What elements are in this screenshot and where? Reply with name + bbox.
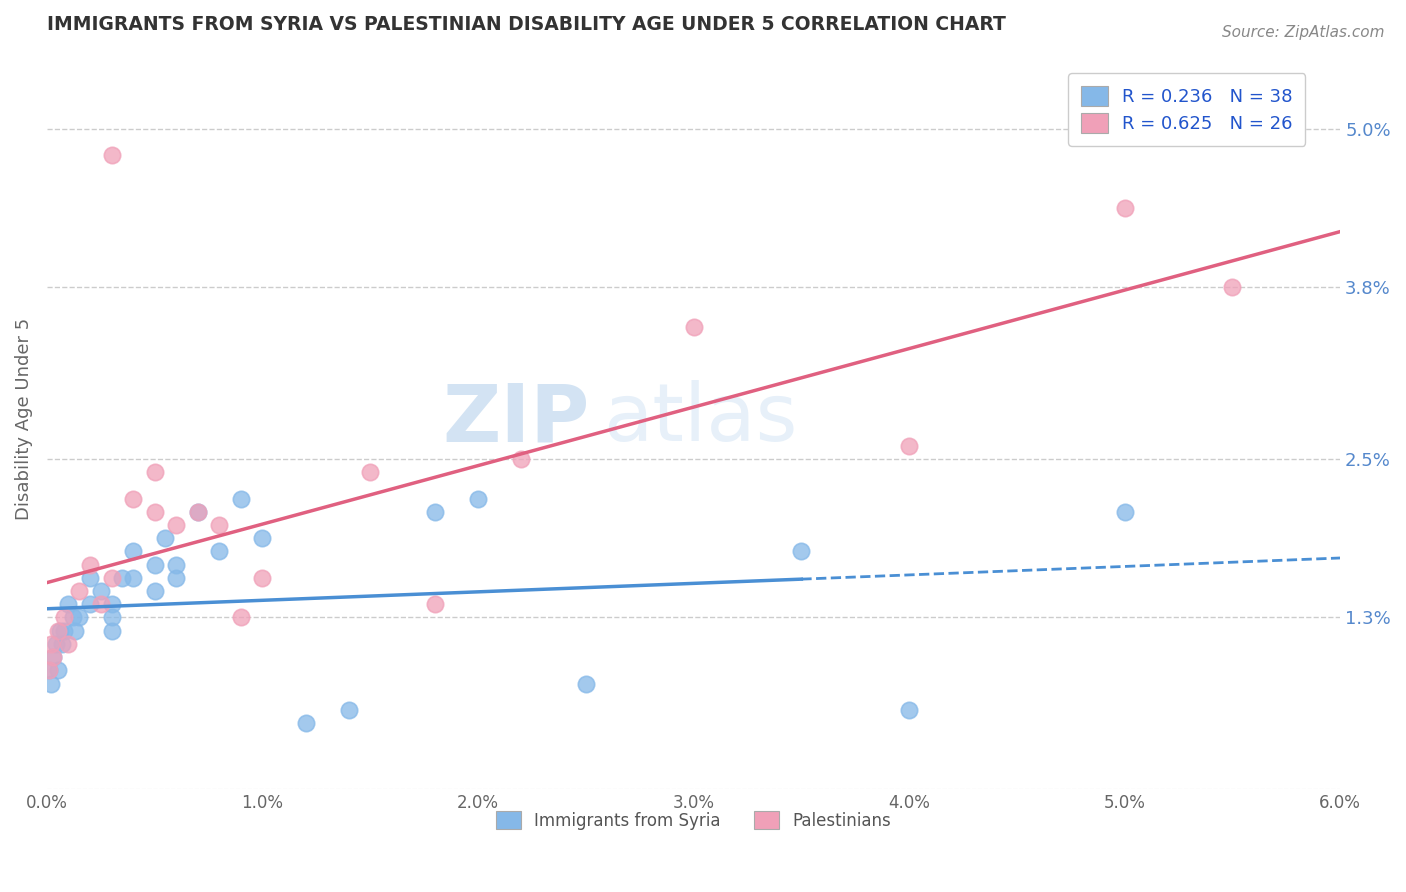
Point — [63, 624, 86, 638]
Point — [229, 610, 252, 624]
Point — [58, 637, 80, 651]
Point — [143, 558, 166, 572]
Point — [79, 571, 101, 585]
Point — [1114, 201, 1136, 215]
Point — [1222, 280, 1244, 294]
Point — [100, 610, 122, 624]
Point — [165, 518, 187, 533]
Point — [187, 505, 209, 519]
Point — [252, 571, 274, 585]
Point — [229, 491, 252, 506]
Point — [100, 597, 122, 611]
Point — [62, 610, 84, 624]
Point — [79, 597, 101, 611]
Point — [39, 676, 62, 690]
Point — [143, 505, 166, 519]
Point — [42, 650, 65, 665]
Point — [67, 584, 90, 599]
Point — [187, 505, 209, 519]
Text: Source: ZipAtlas.com: Source: ZipAtlas.com — [1222, 25, 1385, 40]
Text: IMMIGRANTS FROM SYRIA VS PALESTINIAN DISABILITY AGE UNDER 5 CORRELATION CHART: IMMIGRANTS FROM SYRIA VS PALESTINIAN DIS… — [46, 15, 1005, 34]
Point — [90, 584, 112, 599]
Point — [46, 663, 69, 677]
Point — [252, 531, 274, 545]
Point — [100, 148, 122, 162]
Point — [1114, 505, 1136, 519]
Point — [90, 597, 112, 611]
Point — [39, 637, 62, 651]
Point — [155, 531, 177, 545]
Point — [467, 491, 489, 506]
Point — [100, 571, 122, 585]
Point — [898, 439, 921, 453]
Point — [165, 571, 187, 585]
Point — [423, 505, 446, 519]
Text: atlas: atlas — [603, 380, 797, 458]
Point — [359, 465, 381, 479]
Point — [42, 650, 65, 665]
Point — [49, 624, 72, 638]
Point — [46, 624, 69, 638]
Point — [423, 597, 446, 611]
Point — [575, 676, 598, 690]
Point — [44, 637, 66, 651]
Text: ZIP: ZIP — [443, 380, 591, 458]
Point — [38, 663, 60, 677]
Point — [58, 597, 80, 611]
Point — [122, 571, 145, 585]
Point — [337, 703, 360, 717]
Point — [143, 465, 166, 479]
Point — [898, 703, 921, 717]
Point — [100, 624, 122, 638]
Point — [122, 544, 145, 558]
Point — [53, 610, 76, 624]
Point — [682, 319, 704, 334]
Point — [38, 663, 60, 677]
Point — [143, 584, 166, 599]
Point — [53, 624, 76, 638]
Point — [208, 518, 231, 533]
Legend: Immigrants from Syria, Palestinians: Immigrants from Syria, Palestinians — [489, 805, 898, 837]
Point — [208, 544, 231, 558]
Point — [51, 637, 73, 651]
Point — [294, 716, 316, 731]
Point — [67, 610, 90, 624]
Point — [165, 558, 187, 572]
Y-axis label: Disability Age Under 5: Disability Age Under 5 — [15, 318, 32, 520]
Point — [510, 452, 533, 467]
Point — [790, 544, 813, 558]
Point — [122, 491, 145, 506]
Point — [111, 571, 134, 585]
Point — [79, 558, 101, 572]
